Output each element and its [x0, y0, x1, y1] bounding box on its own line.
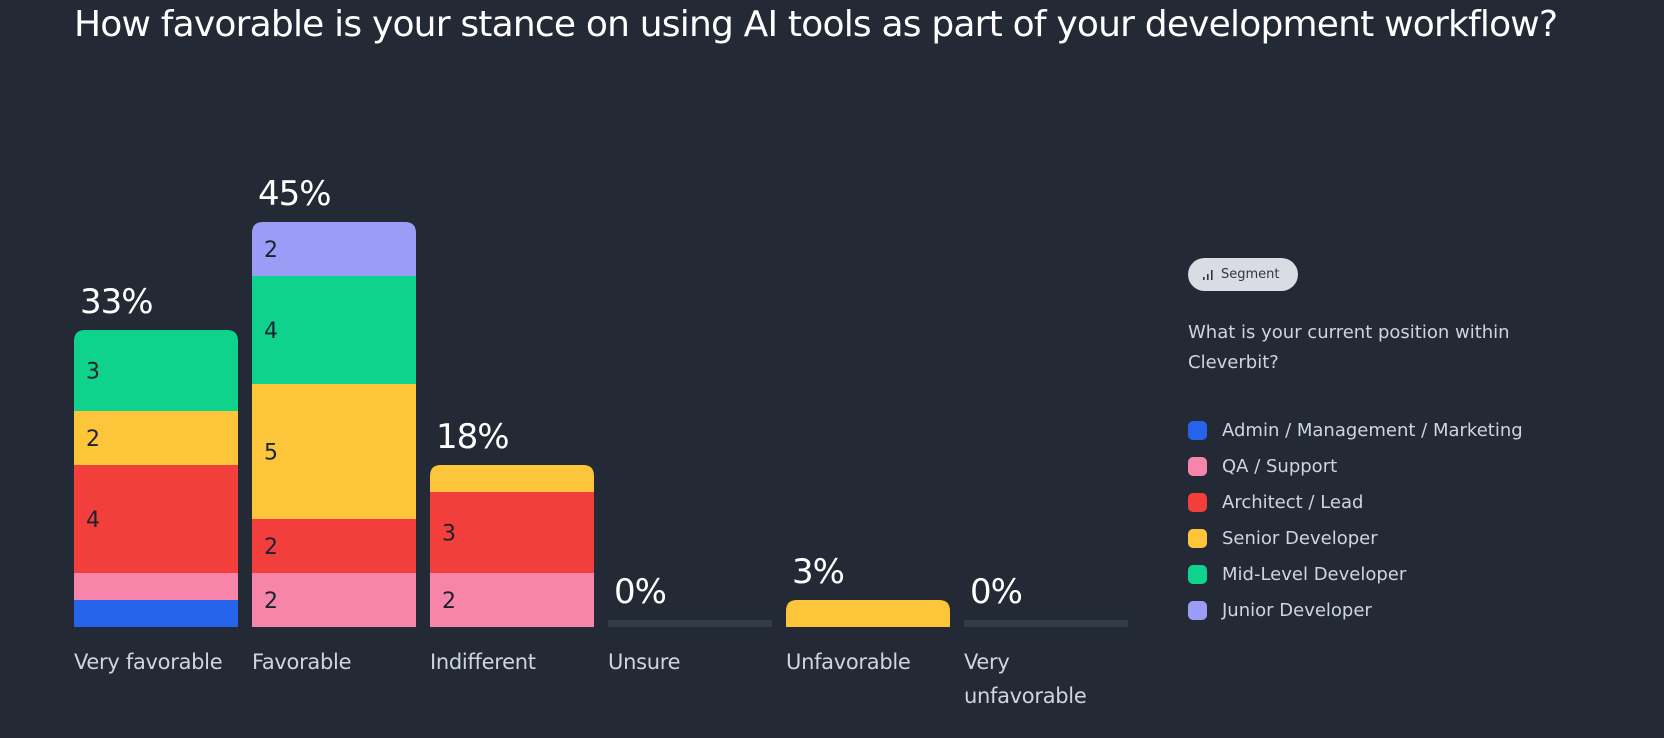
- legend-label: QA / Support: [1222, 455, 1338, 477]
- legend-list: Admin / Management / Marketing QA / Suppo…: [1188, 412, 1608, 628]
- legend-label: Admin / Management / Marketing: [1222, 419, 1523, 441]
- segment-button[interactable]: Segment: [1188, 258, 1298, 291]
- bar-segment: [252, 384, 416, 519]
- bar-segment: [74, 465, 238, 573]
- empty-bar-track: [964, 620, 1128, 627]
- bar-segment: [74, 411, 238, 465]
- empty-bar-track: [608, 620, 772, 627]
- bar-percent-label: 3%: [792, 552, 844, 592]
- bar-segment: [252, 573, 416, 627]
- question-title: How favorable is your stance on using AI…: [74, 4, 1558, 45]
- legend-item: Architect / Lead: [1188, 484, 1608, 520]
- bar-percent-label: 45%: [258, 174, 331, 214]
- category-label: Unsure: [608, 650, 680, 674]
- bar-segment: [74, 600, 238, 627]
- bar-group: [430, 465, 594, 627]
- bar-percent-label: 0%: [614, 572, 666, 612]
- bar-group: [252, 222, 416, 627]
- legend-swatch: [1188, 456, 1207, 476]
- bar-segment: [74, 330, 238, 411]
- category-label: Favorable: [252, 650, 351, 674]
- legend-label: Junior Developer: [1222, 599, 1372, 621]
- segment-value-label: 2: [264, 238, 278, 263]
- bar-group: [786, 600, 950, 627]
- bar-segment: [252, 519, 416, 573]
- bar-percent-label: 33%: [80, 282, 153, 322]
- bar-segment: [430, 573, 594, 627]
- segment-value-label: 4: [86, 508, 100, 533]
- bar-segment: [74, 573, 238, 600]
- category-label: unfavorable: [964, 684, 1086, 708]
- segment-value-label: 2: [264, 589, 278, 614]
- segment-value-label: 3: [442, 522, 456, 547]
- stacked-bar-chart: 4 2 3 33% Very favorable 2 2 5 4 2 45% Favorable 2 3 1…: [74, 174, 1128, 708]
- segment-value-label: 2: [442, 589, 456, 614]
- legend-swatch: [1188, 528, 1207, 548]
- bar-segment: [252, 276, 416, 384]
- bar-percent-label: 18%: [436, 417, 509, 457]
- legend-swatch: [1188, 564, 1207, 584]
- bar-segment: [252, 222, 416, 276]
- legend-swatch: [1188, 420, 1207, 440]
- legend-swatch: [1188, 492, 1207, 512]
- segment-value-label: 2: [86, 427, 100, 452]
- bar-segment: [430, 465, 594, 492]
- segment-legend: Segment What is your current position wi…: [1188, 258, 1608, 628]
- segment-value-label: 5: [264, 441, 278, 466]
- category-label: Unfavorable: [786, 650, 911, 674]
- segment-value-label: 4: [264, 319, 278, 344]
- bar-chart-icon: [1203, 269, 1213, 280]
- legend-label: Architect / Lead: [1222, 491, 1364, 513]
- segment-value-label: 3: [86, 360, 100, 385]
- legend-item: QA / Support: [1188, 448, 1608, 484]
- legend-question: What is your current position within Cle…: [1188, 322, 1510, 373]
- legend-item: Senior Developer: [1188, 520, 1608, 556]
- category-label: Very favorable: [74, 650, 222, 674]
- legend-item: Junior Developer: [1188, 592, 1608, 628]
- legend-label: Mid-Level Developer: [1222, 563, 1407, 585]
- bar-group: [74, 330, 238, 627]
- labels-layer: 4 2 3 33% Very favorable 2 2 5 4 2 45% Favorable 2 3 1…: [74, 174, 1087, 708]
- legend-swatch: [1188, 600, 1207, 620]
- segment-button-label: Segment: [1221, 267, 1280, 282]
- bar-segment: [786, 600, 950, 627]
- bar-segment: [430, 492, 594, 573]
- segment-value-label: 2: [264, 535, 278, 560]
- category-label: Indifferent: [430, 650, 536, 674]
- bar-percent-label: 0%: [970, 572, 1022, 612]
- bars-layer: [74, 222, 1128, 627]
- category-label: Very: [964, 650, 1010, 674]
- legend-item: Admin / Management / Marketing: [1188, 412, 1608, 448]
- legend-item: Mid-Level Developer: [1188, 556, 1608, 592]
- legend-label: Senior Developer: [1222, 527, 1378, 549]
